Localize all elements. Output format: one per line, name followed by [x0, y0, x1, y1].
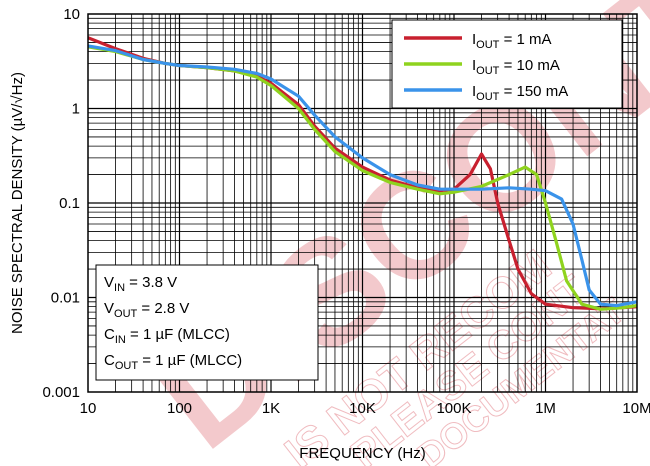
x-axis-label: FREQUENCY (Hz)	[299, 445, 425, 462]
y-tick-label: 0.01	[51, 290, 80, 307]
chart-series	[87, 36, 638, 311]
conditions-panel	[95, 264, 319, 381]
legend-entry: IOUT = 10 mA	[472, 57, 560, 77]
legend-entry: IOUT = 150 mA	[472, 83, 568, 103]
condition-line: CIN = 1 µF (MLCC)	[104, 326, 230, 346]
test-conditions-box: VIN = 3.8 V VOUT = 2.8 V CIN = 1 µF (MLCC)…	[95, 264, 319, 381]
x-tick-label: 1K	[262, 400, 280, 417]
series-line-3	[87, 44, 638, 308]
y-axis-label: NOISE SPECTRAL DENSITY (µV/√Hz)	[9, 72, 26, 334]
plot-frame	[87, 13, 638, 393]
x-tick-label: 1M	[535, 400, 556, 417]
y-tick-label: 10	[63, 6, 80, 23]
legend: IOUT = 1 mA IOUT = 10 mA IOUT = 150 mA	[391, 19, 623, 109]
y-tick-label: 0.1	[59, 195, 80, 212]
condition-line: VIN = 3.8 V	[104, 274, 177, 294]
x-tick-label: 10	[80, 400, 97, 417]
axis-ticks: 10 100 1K 10K 100K 1M 10M 0.001 0.01 0.1 1 10	[42, 6, 650, 417]
y-tick-label: 1	[72, 101, 80, 118]
x-tick-label: 10M	[622, 400, 650, 417]
y-tick-label: 0.001	[42, 384, 80, 401]
condition-line: COUT = 1 µF (MLCC)	[104, 352, 242, 372]
x-tick-label: 10K	[349, 400, 376, 417]
x-tick-label: 100	[167, 400, 192, 417]
condition-line: VOUT = 2.8 V	[104, 300, 189, 320]
x-tick-label: 100K	[436, 400, 471, 417]
legend-entry: IOUT = 1 mA	[472, 31, 552, 51]
